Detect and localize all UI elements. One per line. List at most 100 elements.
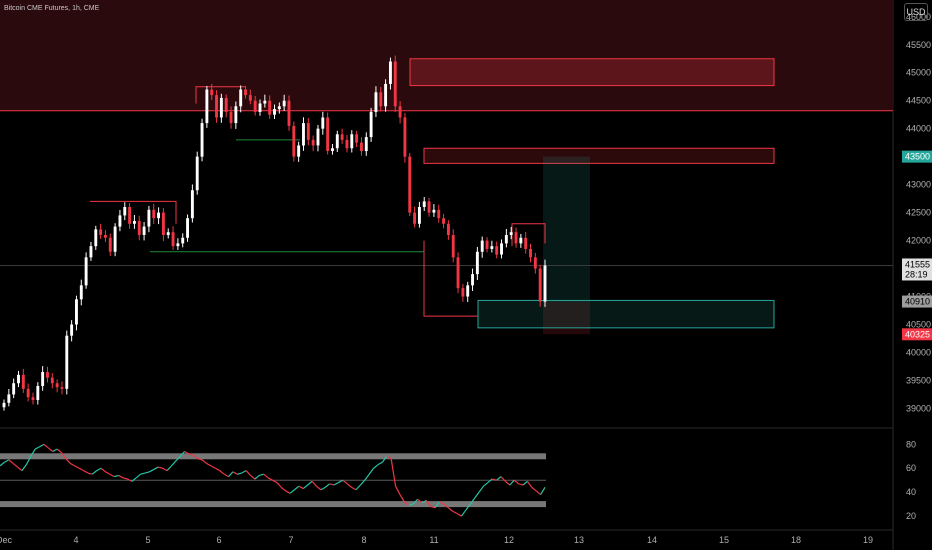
candle-body	[41, 372, 45, 387]
rsi-segment	[56, 448, 62, 454]
rsi-segment	[443, 503, 449, 509]
rsi-segment	[377, 461, 383, 466]
rsi-segment	[193, 454, 199, 460]
candle-body	[335, 134, 339, 149]
price-badge-label: 43500	[905, 152, 930, 162]
rsi-segment	[298, 485, 304, 490]
price-tick: 46000	[906, 12, 931, 22]
rsi-segment	[412, 498, 418, 505]
candle-body	[519, 237, 523, 244]
rsi-segment	[105, 471, 111, 475]
rsi-segment	[131, 477, 137, 482]
rsi-segment	[254, 474, 260, 480]
candle-body	[538, 268, 542, 302]
candle-body	[65, 335, 69, 389]
rsi-segment	[465, 503, 471, 511]
candle-body	[161, 212, 165, 235]
candle-body	[46, 372, 49, 378]
rsi-segment	[373, 464, 379, 469]
candle-body	[408, 156, 412, 213]
rsi-segment	[250, 474, 256, 480]
candle-body	[321, 117, 325, 129]
candle-body	[529, 248, 532, 258]
rsi-segment	[158, 466, 163, 469]
candle-body	[340, 134, 344, 140]
candle-body	[128, 207, 132, 224]
candle-body	[480, 240, 484, 252]
candle-body	[55, 383, 59, 388]
candle-body	[292, 125, 296, 157]
candle-body	[282, 100, 286, 107]
rsi-upper-band	[0, 453, 546, 460]
rsi-segment	[496, 476, 502, 481]
candle-body	[437, 209, 441, 219]
currency-button[interactable]: USD	[904, 3, 928, 21]
rsi-segment	[127, 478, 133, 482]
candle-body	[403, 117, 407, 157]
candle-body	[190, 190, 194, 219]
candle-body	[442, 218, 446, 224]
rsi-segment	[509, 479, 515, 486]
candle-body	[200, 123, 204, 157]
rsi-segment	[61, 452, 67, 460]
position-stop-area	[543, 301, 590, 335]
candle-body	[31, 397, 35, 401]
rsi-segment	[74, 465, 80, 469]
rsi-segment	[170, 460, 177, 467]
order-block-middle	[423, 147, 775, 164]
range-box-left	[90, 200, 177, 224]
candle-body	[417, 207, 421, 224]
rsi-segment	[333, 482, 339, 486]
rsi-segment	[100, 467, 106, 473]
range-box-low	[423, 240, 478, 317]
candle-body	[2, 402, 6, 408]
rsi-segment	[39, 443, 45, 448]
rsi-segment	[408, 503, 414, 506]
candle-body	[108, 237, 112, 252]
price-tick: 42000	[906, 236, 931, 246]
rsi-segment	[478, 485, 484, 493]
rsi-segment	[430, 505, 436, 509]
candle-body	[195, 156, 199, 191]
rsi-segment	[535, 490, 541, 496]
rsi-segment	[8, 459, 14, 464]
time-tick: 18	[791, 535, 801, 545]
price-tick: 45000	[906, 68, 931, 78]
rsi-segment	[272, 479, 278, 484]
rsi-segment	[65, 458, 71, 464]
rsi-segment	[267, 477, 273, 481]
candle-body	[379, 92, 383, 107]
rsi-segment	[285, 490, 291, 494]
candle-body	[359, 142, 363, 152]
candle-body	[244, 89, 247, 96]
rsi-segment	[425, 500, 432, 507]
rsi-tick: 20	[906, 511, 916, 521]
rsi-segment	[83, 470, 89, 474]
rsi-segment	[355, 484, 361, 491]
rsi-segment	[487, 478, 493, 484]
rsi-segment	[263, 473, 269, 479]
rsi-tick: 40	[906, 487, 916, 497]
rsi-segment	[316, 485, 322, 491]
rsi-segment	[30, 448, 36, 457]
rsi-segment	[302, 484, 309, 490]
candle-body	[60, 387, 64, 389]
rsi-segment	[364, 473, 370, 481]
candle-body	[248, 95, 252, 101]
candle-body	[316, 128, 320, 146]
candle-body	[495, 246, 499, 255]
candle-body	[171, 232, 175, 247]
rsi-segment	[342, 479, 348, 485]
price-badge-target	[902, 150, 932, 163]
candle-body	[123, 207, 127, 216]
rsi-segment	[206, 462, 212, 467]
candle-body	[471, 274, 474, 286]
rsi-segment	[122, 477, 128, 480]
rsi-segment	[461, 509, 467, 517]
candle-body	[446, 223, 450, 235]
candle-body	[224, 97, 228, 112]
candle-body	[364, 137, 368, 152]
candle-body	[355, 134, 359, 143]
candle-body	[89, 246, 93, 258]
